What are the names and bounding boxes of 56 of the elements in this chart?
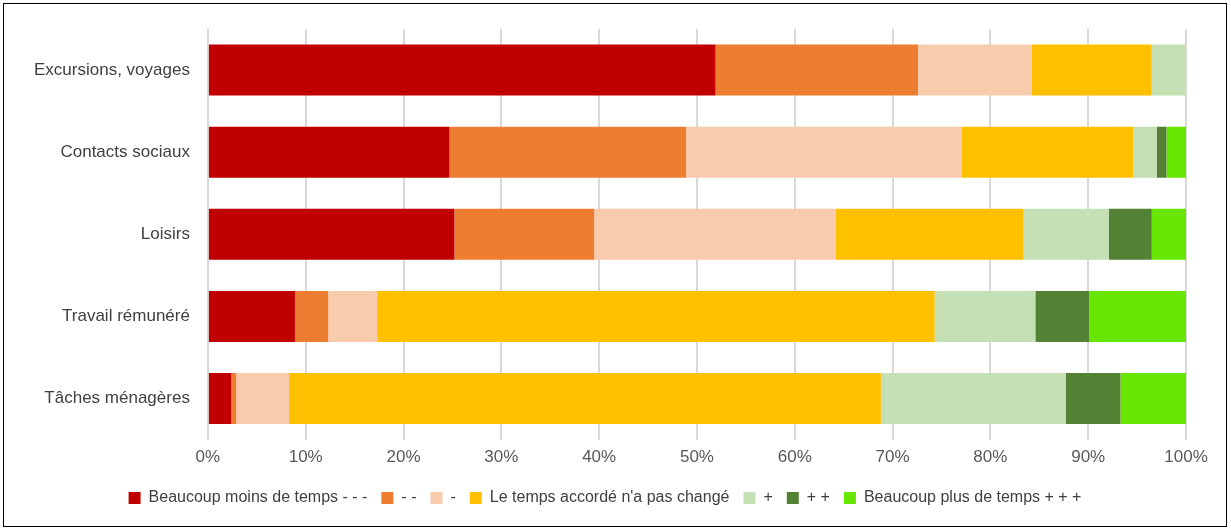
bar bbox=[449, 126, 687, 178]
x-tick-label: 80% bbox=[973, 447, 1008, 467]
legend-label: + + bbox=[806, 488, 830, 506]
bar bbox=[208, 126, 450, 178]
bar bbox=[918, 44, 1032, 96]
y-tick-label: Tâches ménagères bbox=[44, 388, 190, 408]
bar bbox=[1151, 208, 1186, 260]
x-tick-label: 50% bbox=[679, 447, 714, 467]
legend-label: - bbox=[450, 488, 456, 506]
bar bbox=[1031, 44, 1152, 96]
y-tick-label: Contacts sociaux bbox=[60, 141, 191, 161]
bar bbox=[454, 208, 595, 260]
legend-label: Beaucoup plus de temps + + + bbox=[863, 488, 1082, 506]
bar bbox=[1065, 373, 1121, 424]
bar bbox=[208, 373, 232, 424]
y-tick-label: Excursions, voyages bbox=[34, 59, 190, 79]
bar bbox=[231, 373, 237, 424]
x-tick-label: 100% bbox=[1164, 447, 1208, 467]
x-tick-label: 20% bbox=[386, 447, 421, 467]
x-tick-label: 70% bbox=[875, 447, 910, 467]
legend-label: + bbox=[763, 488, 773, 506]
bar bbox=[715, 44, 918, 96]
bar bbox=[1133, 126, 1157, 178]
bar bbox=[594, 208, 836, 260]
bar bbox=[962, 126, 1134, 178]
x-tick-label: 10% bbox=[288, 447, 323, 467]
bar bbox=[1035, 290, 1090, 342]
bar bbox=[1120, 373, 1186, 424]
legend-label: - - bbox=[401, 488, 417, 506]
bar bbox=[686, 126, 963, 178]
bar bbox=[208, 44, 716, 96]
legend-label: Le temps accordé n'a pas changé bbox=[489, 488, 730, 506]
bar bbox=[1166, 126, 1186, 178]
bar bbox=[236, 373, 290, 424]
bar bbox=[294, 290, 329, 342]
bar bbox=[1151, 44, 1186, 96]
bar bbox=[880, 373, 1066, 424]
x-tick-label: 30% bbox=[484, 447, 519, 467]
bar bbox=[208, 208, 455, 260]
legend-label: Beaucoup moins de temps - - - bbox=[148, 488, 368, 506]
bar bbox=[1023, 208, 1109, 260]
y-tick-label: Travail rémunéré bbox=[62, 306, 190, 326]
x-tick-label: 90% bbox=[1071, 447, 1106, 467]
x-tick-label: 0% bbox=[195, 447, 221, 467]
bar bbox=[289, 373, 881, 424]
bar bbox=[934, 290, 1036, 342]
bar bbox=[1156, 126, 1167, 178]
bar bbox=[1089, 290, 1186, 342]
bar bbox=[208, 290, 295, 342]
y-tick-label: Loisirs bbox=[140, 223, 190, 243]
x-tick-label: 40% bbox=[582, 447, 617, 467]
bar bbox=[835, 208, 1024, 260]
bar bbox=[328, 290, 378, 342]
bar bbox=[377, 290, 935, 342]
x-tick-label: 60% bbox=[777, 447, 812, 467]
bar bbox=[1108, 208, 1152, 260]
